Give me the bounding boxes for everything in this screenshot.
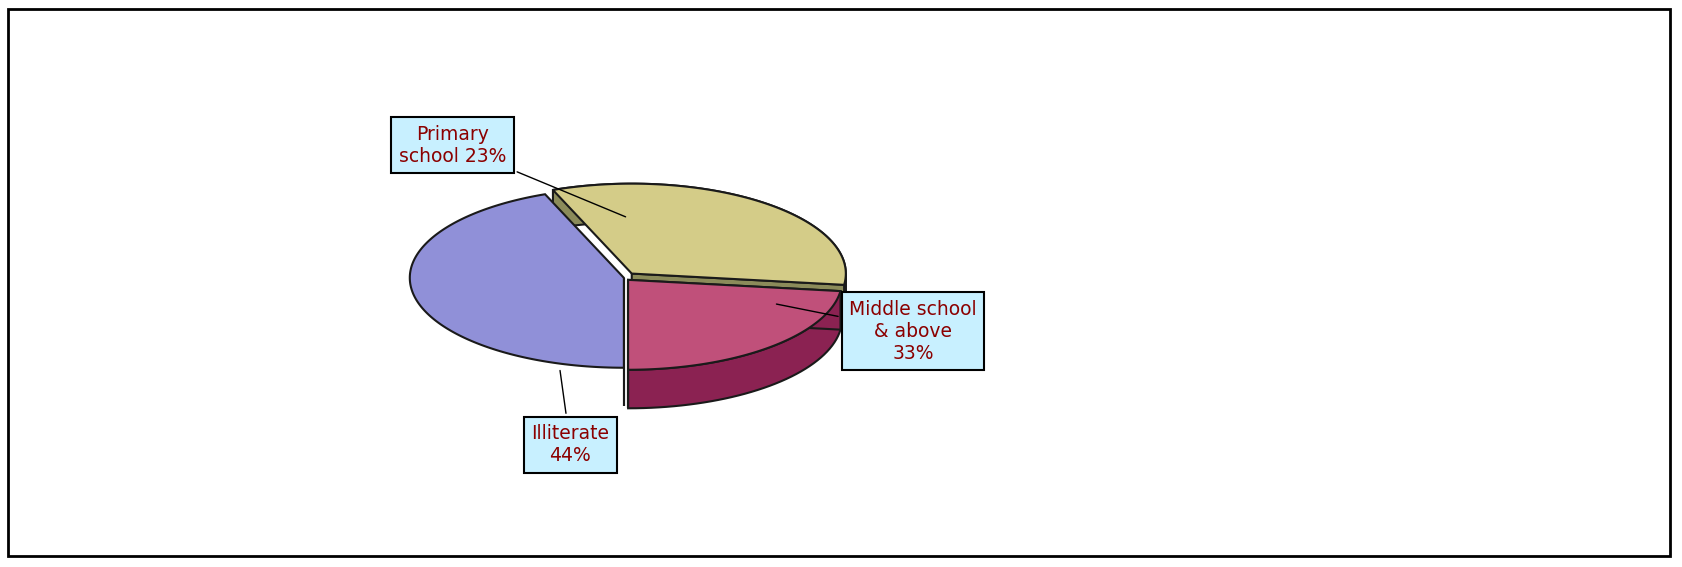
Text: Illiterate
44%: Illiterate 44% xyxy=(532,370,609,466)
PathPatch shape xyxy=(410,194,624,368)
PathPatch shape xyxy=(627,280,841,329)
PathPatch shape xyxy=(627,280,841,370)
PathPatch shape xyxy=(553,184,846,312)
PathPatch shape xyxy=(632,273,844,323)
PathPatch shape xyxy=(553,184,846,285)
Text: Primary
school 23%: Primary school 23% xyxy=(399,125,626,217)
Text: Middle school
& above
33%: Middle school & above 33% xyxy=(777,300,977,363)
PathPatch shape xyxy=(844,273,846,323)
PathPatch shape xyxy=(627,291,841,408)
